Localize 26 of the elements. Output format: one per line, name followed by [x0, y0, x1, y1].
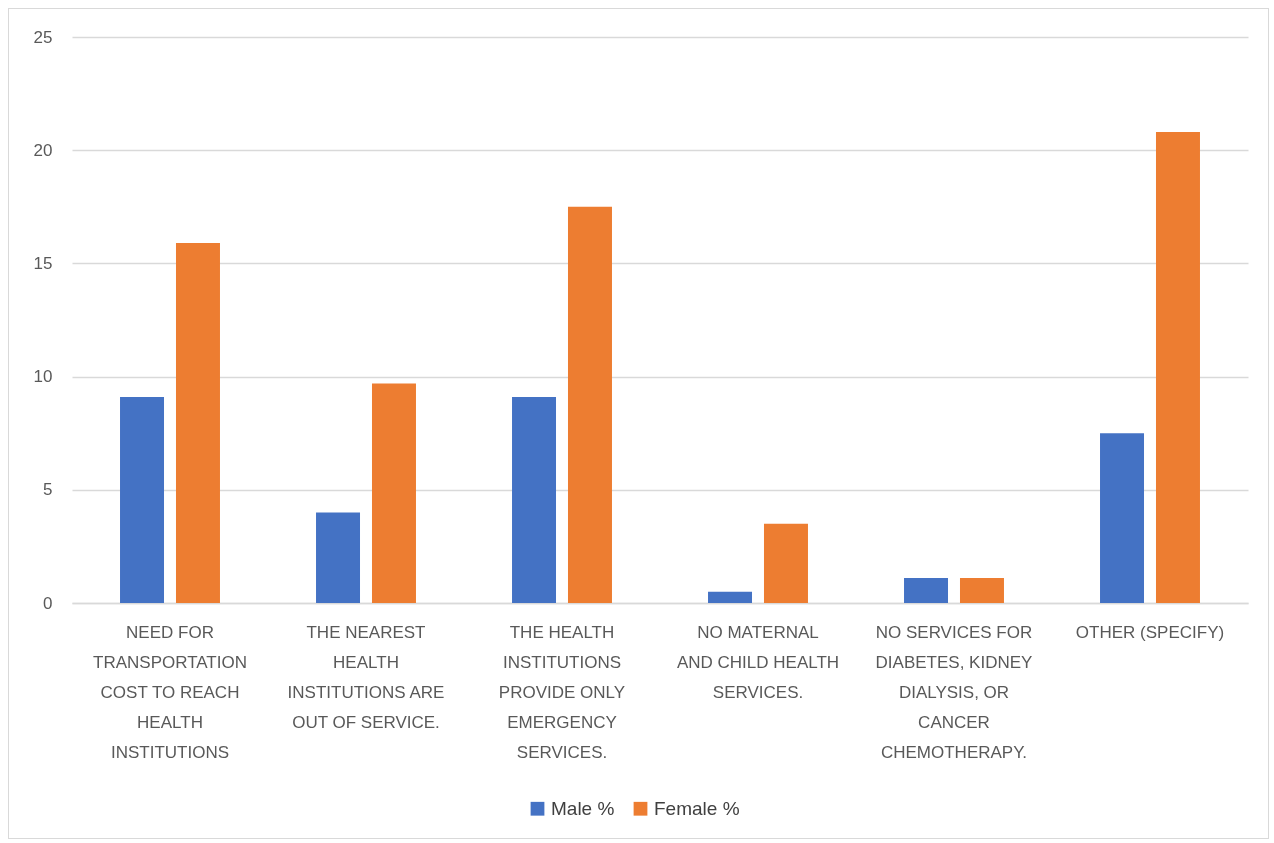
bar [763, 523, 808, 603]
bar [120, 396, 165, 603]
y-tick-label: 20 [33, 140, 53, 160]
bar [1100, 433, 1145, 603]
bar [1155, 132, 1200, 603]
bar [175, 243, 220, 603]
bar [371, 383, 416, 603]
y-tick-label: 15 [33, 253, 53, 273]
y-tick-label: 0 [43, 593, 53, 613]
bar [316, 512, 361, 603]
bar [512, 396, 557, 603]
legend-label: Female % [654, 797, 740, 819]
x-tick-label: OTHER (SPECIFY) [1075, 622, 1225, 642]
x-tick-label: NEED FOR TRANSPORTATION COST TO REACH HEALTH INSTITUTIONS [93, 622, 247, 762]
y-tick-label: 25 [33, 27, 53, 47]
x-tick-label: NO SERVICES FOR DIABETES, KIDNEY DIALYSIS, OR CANCER CHEMOTHERAPY. [875, 622, 1033, 762]
y-tick-label: 5 [43, 480, 53, 500]
legend-label: Male % [551, 797, 615, 819]
bar [708, 591, 753, 603]
x-tick-label: NO MATERNAL AND CHILD HEALTH SERVICES. [676, 622, 840, 702]
y-tick-label: 10 [33, 367, 53, 387]
x-tick-label: THE NEAREST HEALTH INSTITUTIONS ARE OUT OF SERVICE. [287, 622, 445, 732]
bar [904, 578, 949, 603]
x-tick-label: THE HEALTH INSTITUTIONS PROVIDE ONLY EMERGENCY SERVICES. [498, 622, 626, 762]
bar [567, 206, 612, 603]
bar [959, 578, 1004, 603]
